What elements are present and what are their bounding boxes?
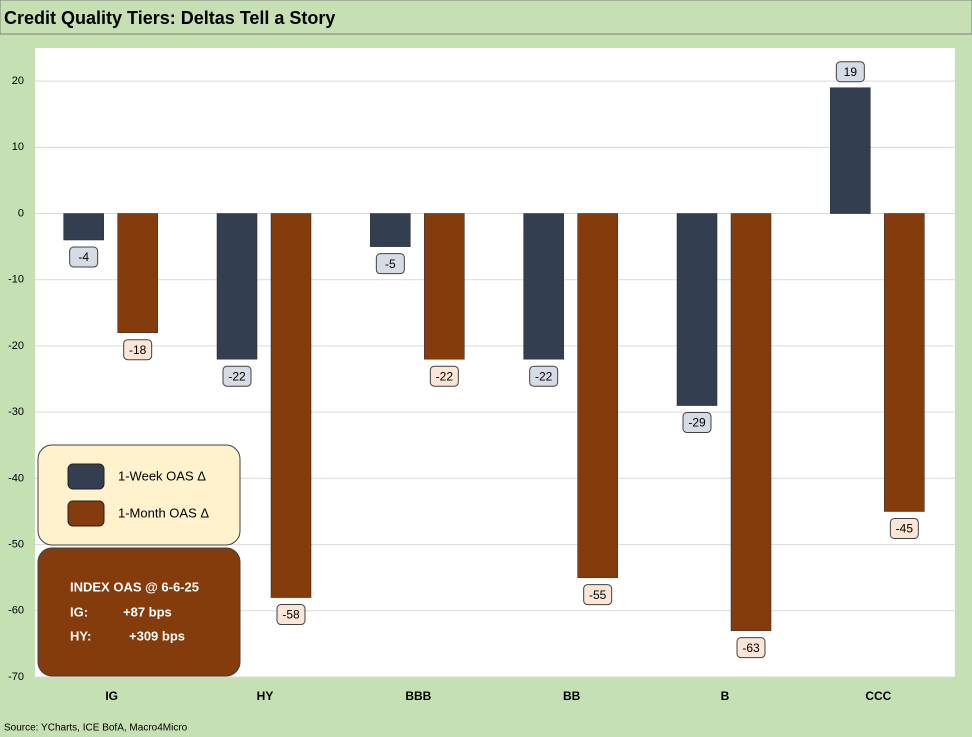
data-label-box [222,365,252,387]
data-label: -63 [742,641,760,655]
x-tick-label: IG [105,689,118,703]
data-label-box [682,412,712,434]
data-label-box [123,339,153,361]
y-tick-label: -10 [8,274,24,286]
bar [730,213,772,631]
bar [830,87,871,214]
bars [63,87,925,631]
y-tick-label: -30 [8,406,24,418]
bar [117,213,158,333]
y-tick-label: 0 [18,207,24,219]
title-bar [0,0,972,35]
legend-marker [67,463,105,490]
data-label: -4 [78,250,89,264]
annotation-box [37,547,241,677]
data-label-box [835,61,865,83]
data-label: -29 [688,416,706,430]
y-tick-label: -20 [8,340,24,352]
data-label: -22 [228,369,246,383]
chart-title: Credit Quality Tiers: Deltas Tell a Stor… [4,8,335,28]
x-tick-label: BBB [405,689,431,703]
data-label: -22 [436,369,454,383]
data-label-box [69,246,99,268]
data-label: -22 [535,369,553,383]
data-label: 19 [844,65,858,79]
bar [370,213,411,247]
data-label-box [736,637,766,659]
annotation-label: IG: [70,604,88,619]
data-label: -18 [129,343,147,357]
data-label: -45 [896,522,914,536]
data-label: -5 [385,257,396,271]
bar [216,213,258,360]
x-tick-label: HY [257,689,274,703]
bar [884,213,925,512]
legend-label: 1-Week OAS Δ [118,468,206,483]
annotation-title: INDEX OAS @ 6-6-25 [70,579,199,594]
y-tick-label: 10 [12,141,24,153]
bar [676,213,718,406]
source: Source: YCharts, ICE BofA, Macro4Micro [4,723,188,734]
y-tick-label: 20 [12,75,24,87]
data-label-box [429,365,459,387]
annotation-value: +87 bps [123,604,172,619]
annotation-label: HY: [70,628,91,643]
data-label-box [276,604,306,626]
bar [63,213,104,241]
y-tick-label: -60 [8,605,24,617]
x-tick-label: B [721,689,730,703]
legend-marker [67,500,105,527]
data-label: -58 [282,608,300,622]
bar [577,213,618,578]
x-tick-label: BB [563,689,581,703]
data-label-box [529,365,559,387]
bar [523,213,564,360]
x-tick-label: CCC [865,689,891,703]
legend [37,444,241,546]
data-label: -55 [589,588,607,602]
legend-label: 1-Month OAS Δ [118,505,209,520]
y-tick-label: -40 [8,472,24,484]
y-tick-label: -70 [8,671,24,683]
data-label-box [583,584,613,606]
bar [424,213,465,360]
data-label-box [889,517,919,539]
annotation-value: +309 bps [129,628,185,643]
data-label-box [375,253,405,275]
y-tick-label: -50 [8,538,24,550]
bar [270,213,312,598]
